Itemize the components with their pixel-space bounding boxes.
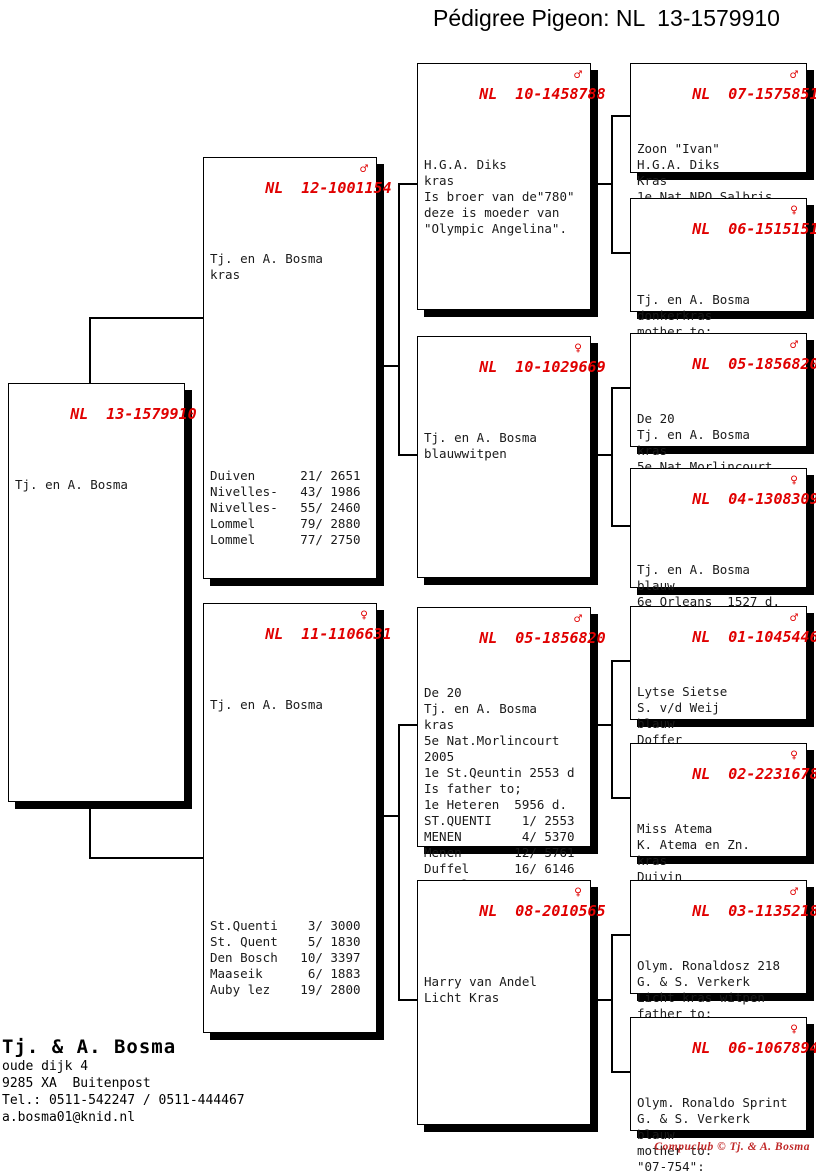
ring-header: NL 06-1067894 ♀ bbox=[631, 1018, 816, 1093]
ring-header: NL 01-1045446 ♂ bbox=[631, 607, 816, 682]
pigeon-details: Harry van Andel Licht Kras bbox=[424, 974, 537, 1005]
owner-phone: Tel.: 0511-542247 / 0511-444467 bbox=[2, 1093, 245, 1108]
pedigree-box-g4-5: NL 01-1045446 ♂ Lytse Sietse S. v/d Weij… bbox=[630, 606, 816, 763]
sex-icon: ♀ bbox=[790, 1022, 798, 1037]
ring-number: NL 06-1067894 bbox=[692, 1039, 816, 1057]
ring-number: NL 08-2010565 bbox=[479, 902, 606, 920]
sex-icon: ♀ bbox=[790, 473, 798, 488]
ring-number: NL 10-1029669 bbox=[479, 358, 606, 376]
ring-header: NL 12-1001154 ♂ bbox=[204, 158, 391, 233]
pedigree-box-sire-dam: NL 10-1029669 ♀ Tj. en A. Bosma blauwwit… bbox=[417, 336, 606, 578]
ring-number: NL 02-2231678 bbox=[692, 765, 816, 783]
pigeon-details: Tj. en A. Bosma kras bbox=[210, 251, 323, 282]
owner-address-city: 9285 XA Buitenpost bbox=[2, 1076, 151, 1091]
ring-number: NL 13-1579910 bbox=[70, 405, 197, 423]
sex-icon: ♂ bbox=[790, 68, 798, 83]
ring-header: NL 04-1308309 ♀ bbox=[631, 469, 816, 544]
sex-icon: ♂ bbox=[790, 611, 798, 626]
pedigree-box-sire-sire: NL 10-1458788 ♂ H.G.A. Diks kras Is broe… bbox=[417, 63, 606, 310]
sex-icon: ♀ bbox=[790, 748, 798, 763]
pedigree-box-g4-6: NL 02-2231678 ♀ Miss Atema K. Atema en Z… bbox=[630, 743, 816, 900]
ring-header: NL 10-1029669 ♀ bbox=[418, 337, 605, 412]
pedigree-box-g4-7: NL 03-1135218 ♂ Olym. Ronaldosz 218 G. &… bbox=[630, 880, 816, 1037]
owner-email: a.bosma01@knid.nl bbox=[2, 1110, 136, 1125]
ring-header: NL 05-1856820 ♂ bbox=[631, 334, 816, 409]
pigeon-details: De 20 Tj. en A. Bosma kras 5e Nat.Morlin… bbox=[424, 685, 575, 892]
sex-icon: ♀ bbox=[790, 203, 798, 218]
ring-header: NL 07-1575851 ♂ bbox=[631, 64, 816, 139]
pigeon-details: Tj. en A. Bosma bbox=[210, 697, 323, 712]
ring-number: NL 01-1045446 bbox=[692, 628, 816, 646]
page-title: Pédigree Pigeon: NL 13-1579910 bbox=[433, 5, 780, 31]
ring-number: NL 12-1001154 bbox=[265, 179, 392, 197]
pedigree-box-dam-dam: NL 08-2010565 ♀ Harry van Andel Licht Kr… bbox=[417, 880, 606, 1125]
pedigree-box-g4-2: NL 06-1515151 ♀ Tj. en A. Bosma donkerkr… bbox=[630, 198, 816, 355]
pedigree-box-subject: NL 13-1579910 Tj. en A. Bosma bbox=[8, 383, 197, 802]
ring-header: NL 11-1106631 ♀ bbox=[204, 604, 391, 679]
race-results: Duiven 21/ 2651 Nivelles- 43/ 1986 Nivel… bbox=[210, 468, 361, 547]
ring-header: NL 06-1515151 ♀ bbox=[631, 199, 816, 274]
owner-address-street: oude dijk 4 bbox=[2, 1059, 89, 1074]
ring-header: NL 13-1579910 bbox=[9, 384, 196, 459]
pedigree-box-dam: NL 11-1106631 ♀ Tj. en A. Bosma St.Quent… bbox=[203, 603, 392, 1033]
sex-icon: ♂ bbox=[574, 612, 582, 627]
ring-header: NL 02-2231678 ♀ bbox=[631, 744, 816, 819]
pigeon-details: Olym. Ronaldo Sprint G. & S. Verkerk bla… bbox=[637, 1095, 788, 1172]
ring-header: NL 03-1135218 ♂ bbox=[631, 881, 816, 956]
pigeon-details: Tj. en A. Bosma bbox=[15, 477, 128, 492]
pedigree-box-g4-8: NL 06-1067894 ♀ Olym. Ronaldo Sprint G. … bbox=[630, 1017, 816, 1172]
pedigree-box-g4-3: NL 05-1856820 ♂ De 20 Tj. en A. Bosma kr… bbox=[630, 333, 816, 490]
owner-block: Tj. & A. Bosma oude dijk 4 9285 XA Buite… bbox=[2, 1036, 245, 1126]
sex-icon: ♂ bbox=[790, 338, 798, 353]
ring-number: NL 04-1308309 bbox=[692, 490, 816, 508]
pedigree-box-sire: NL 12-1001154 ♂ Tj. en A. Bosma kras Dui… bbox=[203, 157, 392, 579]
pedigree-box-dam-sire: NL 05-1856820 ♂ De 20 Tj. en A. Bosma kr… bbox=[417, 607, 606, 892]
ring-header: NL 08-2010565 ♀ bbox=[418, 881, 605, 956]
ring-header: NL 05-1856820 ♂ bbox=[418, 608, 605, 683]
ring-number: NL 11-1106631 bbox=[265, 625, 392, 643]
pedigree-box-g4-1: NL 07-1575851 ♂ Zoon "Ivan" H.G.A. Diks … bbox=[630, 63, 816, 220]
sex-icon: ♀ bbox=[360, 608, 368, 623]
sex-icon: ♂ bbox=[360, 162, 368, 177]
ring-number: NL 03-1135218 bbox=[692, 902, 816, 920]
race-results: St.Quenti 3/ 3000 St. Quent 5/ 1830 Den … bbox=[210, 918, 361, 997]
ring-number: NL 05-1856820 bbox=[479, 629, 606, 647]
ring-number: NL 10-1458788 bbox=[479, 85, 606, 103]
sex-icon: ♀ bbox=[574, 885, 582, 900]
sex-icon: ♂ bbox=[574, 68, 582, 83]
sex-icon: ♂ bbox=[790, 885, 798, 900]
pigeon-details: Tj. en A. Bosma blauwwitpen bbox=[424, 430, 537, 461]
pedigree-box-g4-4: NL 04-1308309 ♀ Tj. en A. Bosma blauw 6e… bbox=[630, 468, 816, 625]
sex-icon: ♀ bbox=[574, 341, 582, 356]
owner-name: Tj. & A. Bosma bbox=[2, 1036, 177, 1058]
ring-number: NL 06-1515151 bbox=[692, 220, 816, 238]
pigeon-details: H.G.A. Diks kras Is broer van de"780" de… bbox=[424, 157, 575, 236]
ring-header: NL 10-1458788 ♂ bbox=[418, 64, 605, 139]
ring-number: NL 05-1856820 bbox=[692, 355, 816, 373]
ring-number: NL 07-1575851 bbox=[692, 85, 816, 103]
compuclub-credit: Compuclub © Tj. & A. Bosma bbox=[654, 1141, 810, 1153]
